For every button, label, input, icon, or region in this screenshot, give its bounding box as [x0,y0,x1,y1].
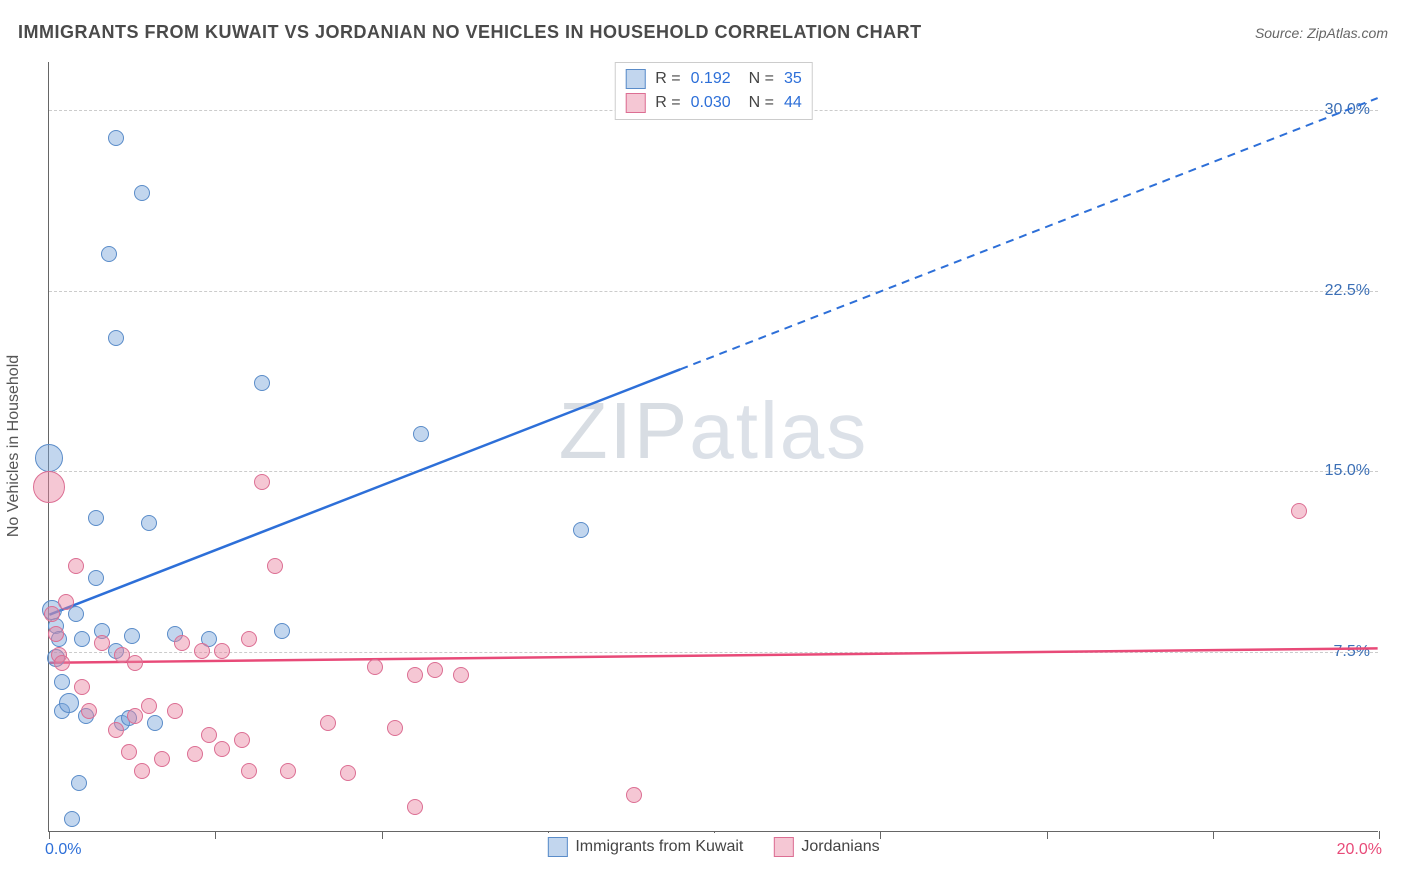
legend-series-name: Jordanians [801,838,879,856]
data-point [274,623,290,639]
data-point [121,744,137,760]
data-point [101,246,117,262]
legend-n-label: N = [749,91,774,115]
data-point [54,655,70,671]
data-point [94,635,110,651]
gridline [49,471,1378,472]
chart-title: IMMIGRANTS FROM KUWAIT VS JORDANIAN NO V… [18,22,922,43]
data-point [88,510,104,526]
x-max-label: 20.0% [1337,841,1382,859]
data-point [58,594,74,610]
data-point [187,746,203,762]
data-point [127,655,143,671]
legend-swatch [625,69,645,89]
data-point [167,703,183,719]
data-point [320,715,336,731]
data-point [214,741,230,757]
data-point [427,662,443,678]
data-point [174,635,190,651]
data-point [280,763,296,779]
source-label: Source: ZipAtlas.com [1255,25,1388,41]
data-point [54,674,70,690]
data-point [74,679,90,695]
x-min-label: 0.0% [45,841,81,859]
data-point [407,799,423,815]
x-tick [49,831,50,839]
data-point [241,631,257,647]
data-point [214,643,230,659]
data-point [573,522,589,538]
data-point [194,643,210,659]
legend-r-label: R = [655,67,680,91]
y-axis-label: No Vehicles in Household [5,355,23,537]
legend-r-value: 0.192 [691,67,731,91]
gridline [49,291,1378,292]
legend-swatch [625,93,645,113]
data-point [413,426,429,442]
data-point [154,751,170,767]
legend-item: Immigrants from Kuwait [547,837,743,857]
data-point [35,444,63,472]
data-point [234,732,250,748]
x-tick [1213,831,1214,839]
data-point [33,471,65,503]
x-tick [1379,831,1380,839]
data-point [1291,503,1307,519]
y-tick-label: 7.5% [1334,643,1370,661]
data-point [68,558,84,574]
y-tick-label: 30.0% [1325,101,1370,119]
data-point [267,558,283,574]
data-point [626,787,642,803]
data-point [59,693,79,713]
y-tick-label: 22.5% [1325,282,1370,300]
data-point [147,715,163,731]
data-point [254,474,270,490]
data-point [254,375,270,391]
legend-r-value: 0.030 [691,91,731,115]
data-point [134,185,150,201]
data-point [453,667,469,683]
x-tick [215,831,216,839]
data-point [134,763,150,779]
data-point [108,330,124,346]
data-point [141,515,157,531]
data-point [141,698,157,714]
scatter-plot: ZIPatlas 7.5% 15.0% 22.5% 30.0% R = 0.192 N =… [48,62,1378,832]
data-point [81,703,97,719]
data-point [64,811,80,827]
x-tick [382,831,383,839]
legend-item: Jordanians [773,837,879,857]
data-point [387,720,403,736]
legend-row: R = 0.192 N = 35 [625,67,802,91]
data-point [44,606,60,622]
trend-lines [49,62,1378,831]
data-point [71,775,87,791]
legend-row: R = 0.030 N = 44 [625,91,802,115]
legend-n-label: N = [749,67,774,91]
data-point [108,130,124,146]
data-point [241,763,257,779]
data-point [201,727,217,743]
legend-series-name: Immigrants from Kuwait [575,838,743,856]
data-point [74,631,90,647]
legend-r-label: R = [655,91,680,115]
data-point [88,570,104,586]
watermark: ZIPatlas [559,385,868,477]
series-legend: Immigrants from Kuwait Jordanians [547,833,879,857]
legend-n-value: 35 [784,67,802,91]
x-tick [880,831,881,839]
correlation-legend: R = 0.192 N = 35 R = 0.030 N = 44 [614,62,813,120]
data-point [340,765,356,781]
gridline [49,652,1378,653]
data-point [367,659,383,675]
data-point [48,626,64,642]
x-tick [1047,831,1048,839]
data-point [108,722,124,738]
y-tick-label: 15.0% [1325,462,1370,480]
data-point [124,628,140,644]
legend-swatch [547,837,567,857]
legend-n-value: 44 [784,91,802,115]
legend-swatch [773,837,793,857]
data-point [407,667,423,683]
